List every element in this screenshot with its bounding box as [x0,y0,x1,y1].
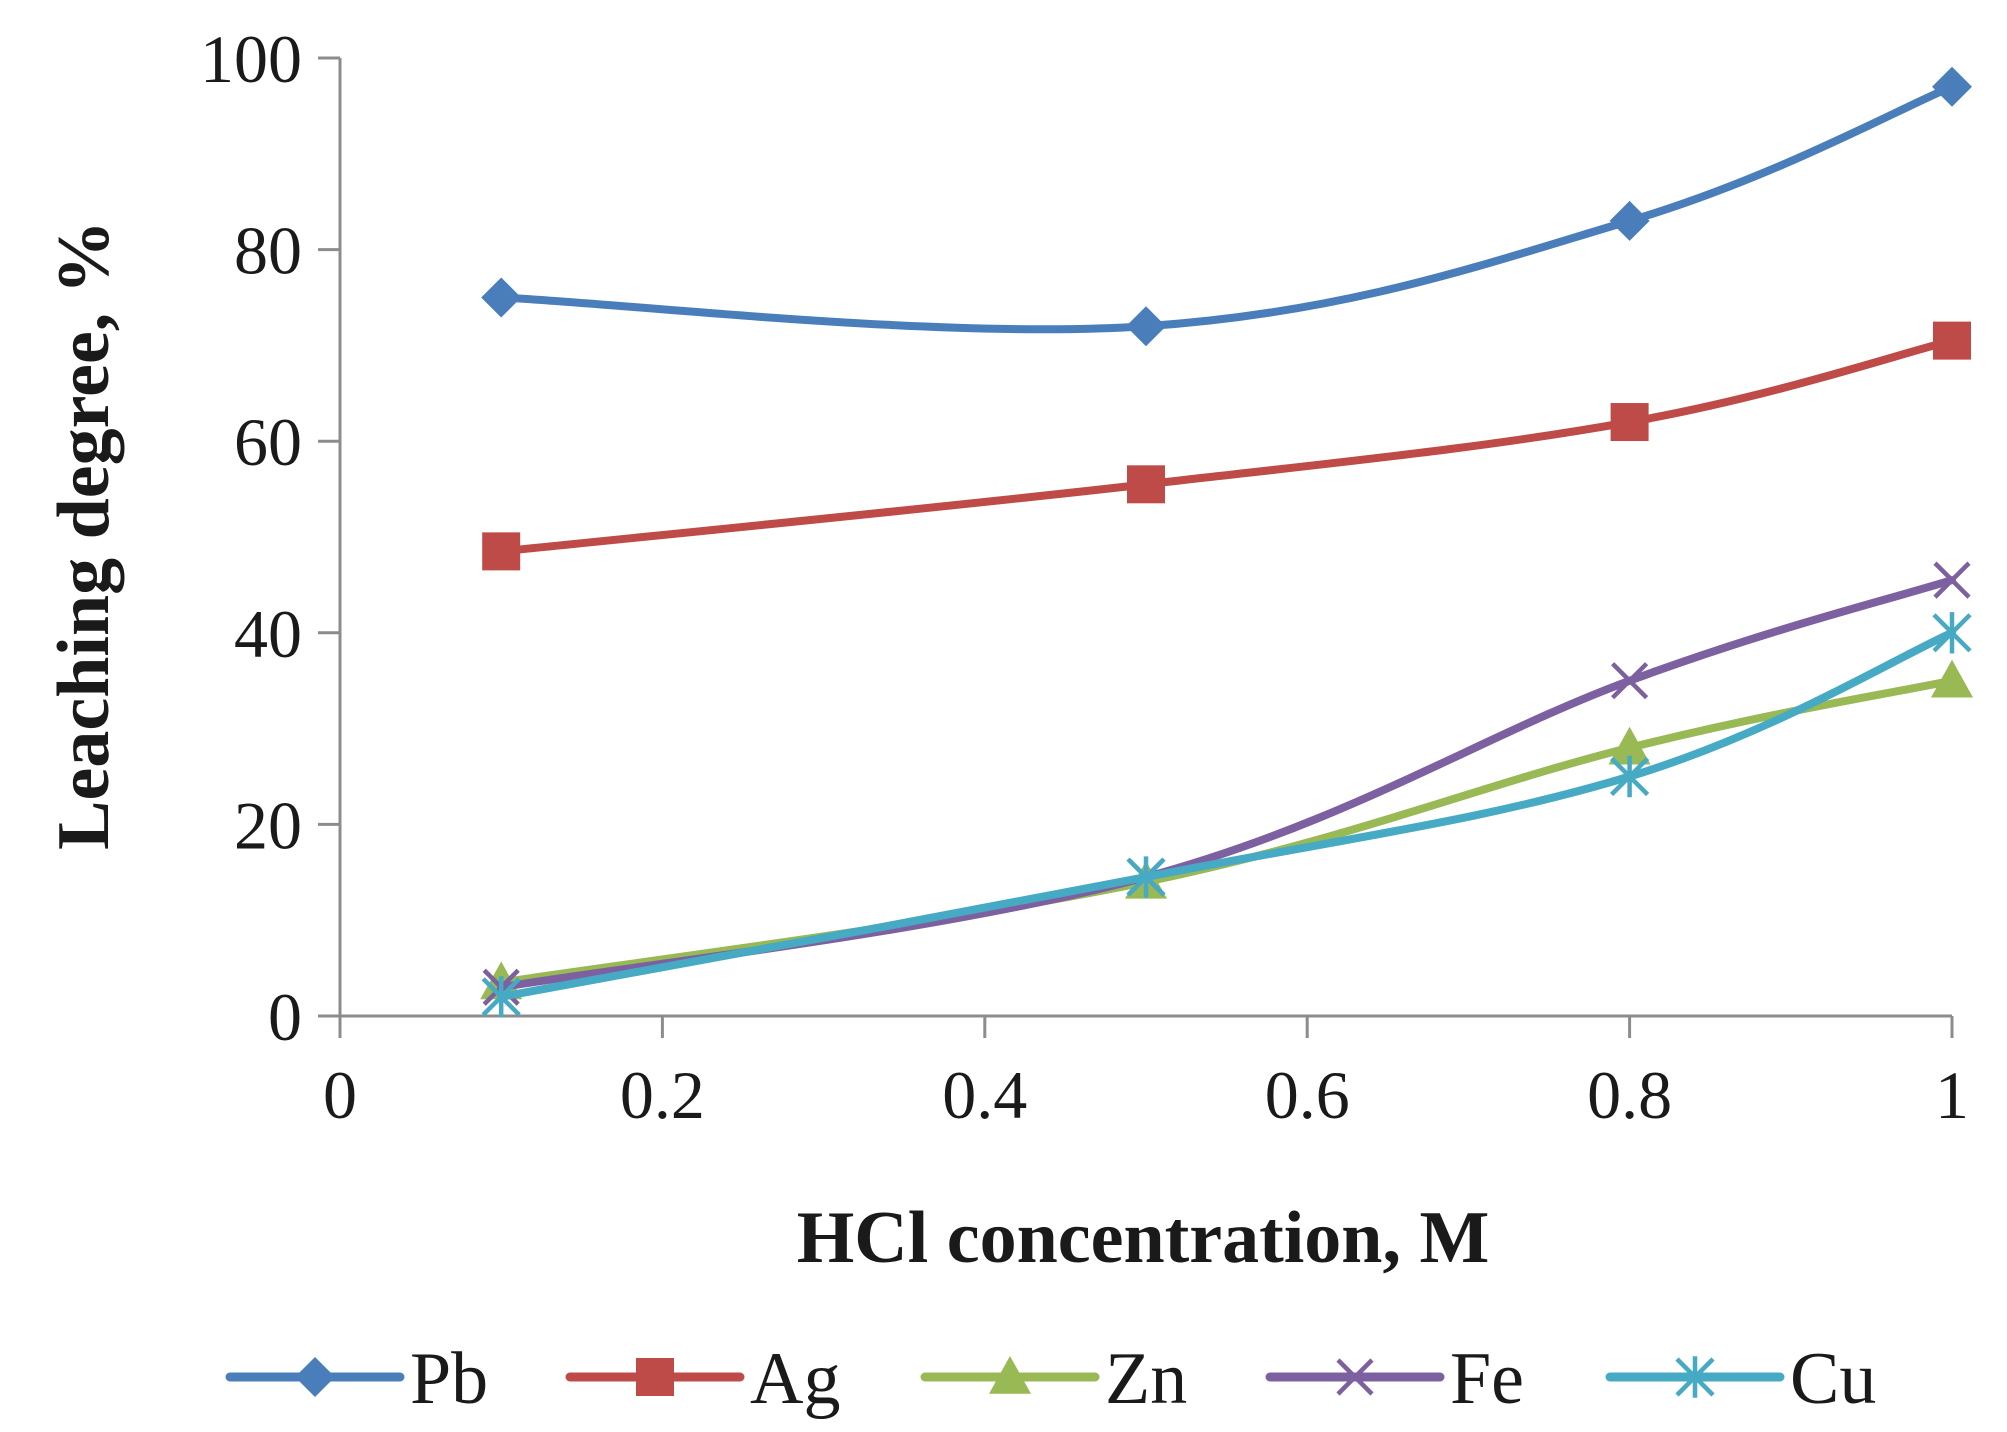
legend-item-fe: Fe [1265,1338,1524,1420]
y-axis-title: Leaching degree, % [43,220,125,850]
legend-marker-pb [295,1357,335,1397]
legend-item-cu: Cu [1605,1338,1876,1420]
data-point-ag [482,532,521,571]
x-tick-label: 0.4 [942,1057,1027,1133]
data-point-ag [1127,465,1165,504]
x-tick-label: 0.6 [1265,1057,1350,1133]
series-line-pb [497,82,1956,334]
legend-label-pb: Pb [410,1338,488,1420]
data-point-cu [1610,755,1650,798]
series-cu [481,612,1972,1018]
y-tick-label: 80 [234,213,302,289]
series-ag [482,321,1971,571]
data-point-pb [481,277,522,318]
x-tick-label: 1 [1935,1057,1969,1133]
series-line-zn [497,676,1956,987]
legend-label-cu: Cu [1790,1338,1876,1420]
legend-item-ag: Ag [565,1338,840,1420]
series-line-ag [497,336,1956,556]
data-point-fe [1933,561,1971,599]
series-line-cu [497,628,1956,1001]
axes: 0 20 40 60 80 100 0 0.2 0.4 0.6 0.8 1 [200,21,1969,1133]
series-zn [480,659,1973,1000]
legend-label-fe: Fe [1450,1338,1524,1420]
y-tick-label: 40 [234,596,302,672]
x-tick-label: 0 [323,1057,357,1133]
data-point-cu [1932,612,1972,654]
y-tick-label: 60 [234,404,302,480]
legend-item-pb: Pb [225,1338,488,1420]
data-point-zn [1931,659,1973,698]
data-point-ag [1933,321,1971,360]
data-point-cu [1126,856,1166,898]
data-point-pb [1932,66,1972,107]
legend-label-zn: Zn [1105,1338,1187,1420]
data-point-pb [1126,306,1166,347]
x-tick-label: 0.2 [620,1057,705,1133]
data-point-pb [1609,200,1650,241]
y-tick-label: 0 [268,979,302,1055]
data-point-cu [481,976,521,1018]
legend-label-ag: Ag [750,1338,840,1420]
series-layer [480,66,1973,1018]
x-tick-label: 0.8 [1587,1057,1672,1133]
legend-marker-cu [1675,1356,1715,1398]
y-tick-label: 20 [234,787,302,863]
data-point-ag [1610,403,1649,442]
series-fe [482,561,1971,1006]
data-point-fe [1611,662,1649,700]
series-line-fe [497,576,1956,992]
y-tick-label: 100 [200,21,302,97]
x-axis-title: HCl concentration, M [797,1197,1490,1279]
series-pb [481,66,1972,347]
legend: Pb Ag Zn Fe Cu [225,1338,1876,1420]
data-point-zn [1608,726,1651,765]
legend-marker-zn [989,1356,1031,1394]
legend-item-zn: Zn [920,1338,1187,1420]
legend-marker-fe [1336,1358,1374,1396]
legend-marker-ag [636,1358,674,1396]
